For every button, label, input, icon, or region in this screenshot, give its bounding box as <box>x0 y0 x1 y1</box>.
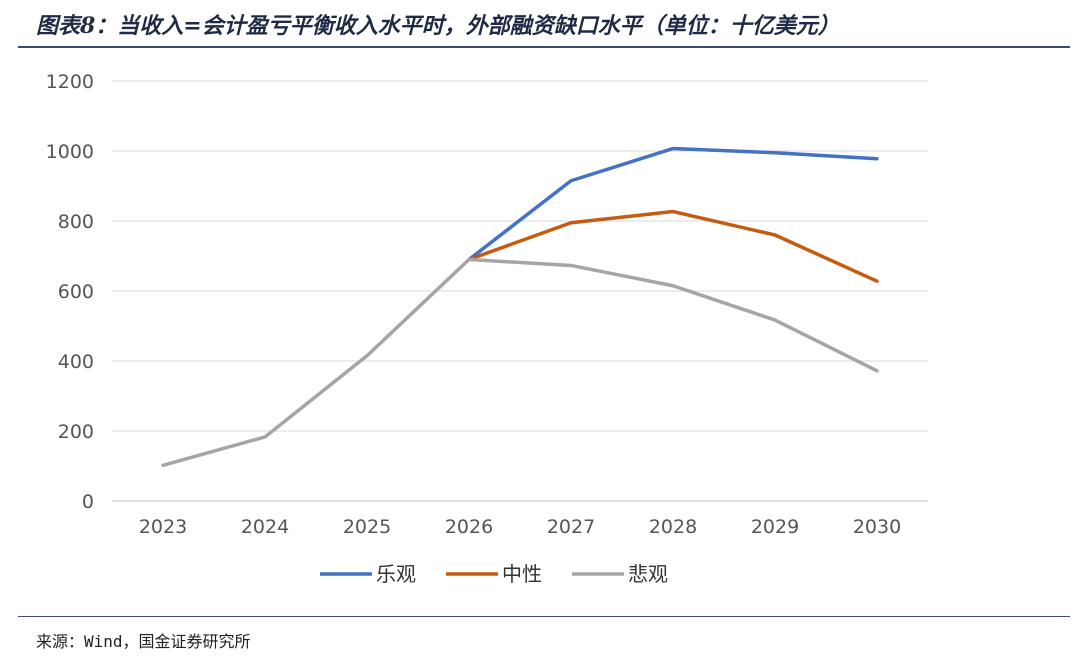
x-tick-label: 2030 <box>853 516 901 538</box>
x-tick-label: 2028 <box>649 516 697 538</box>
x-tick-label: 2029 <box>751 516 799 538</box>
x-tick-label: 2024 <box>241 516 289 538</box>
series-line-2 <box>161 257 879 468</box>
source-note: 来源：Wind，国金证券研究所 <box>36 632 251 651</box>
x-tick-label: 2027 <box>547 516 595 538</box>
x-tick-label: 2025 <box>343 516 391 538</box>
y-tick-label: 1000 <box>46 141 94 163</box>
y-tick-label: 200 <box>58 421 94 443</box>
series-line-0 <box>467 146 879 262</box>
legend-label-1: 中性 <box>502 562 542 586</box>
legend: 乐观 中性 悲观 <box>320 562 668 586</box>
x-axis-ticks: 2023 2024 2025 2026 2027 2028 2029 2030 <box>139 516 901 538</box>
series-lines <box>161 146 879 468</box>
y-tick-label: 400 <box>58 351 94 373</box>
y-axis-ticks: 0 200 400 600 800 1000 1200 <box>46 71 94 513</box>
grid-lines <box>112 80 928 502</box>
chart-title: 图表8：当收入=会计盈亏平衡收入水平时，外部融资缺口水平（单位：十亿美元） <box>36 13 840 39</box>
source-rule <box>18 616 1070 617</box>
legend-label-2: 悲观 <box>628 562 668 586</box>
x-tick-label: 2026 <box>445 516 493 538</box>
legend-label-0: 乐观 <box>376 562 416 586</box>
y-tick-label: 1200 <box>46 71 94 93</box>
title-rule <box>18 46 1070 48</box>
series-line-1 <box>467 209 879 283</box>
y-tick-label: 0 <box>82 491 94 513</box>
y-tick-label: 600 <box>58 281 94 303</box>
x-tick-label: 2023 <box>139 516 187 538</box>
y-tick-label: 800 <box>58 211 94 233</box>
